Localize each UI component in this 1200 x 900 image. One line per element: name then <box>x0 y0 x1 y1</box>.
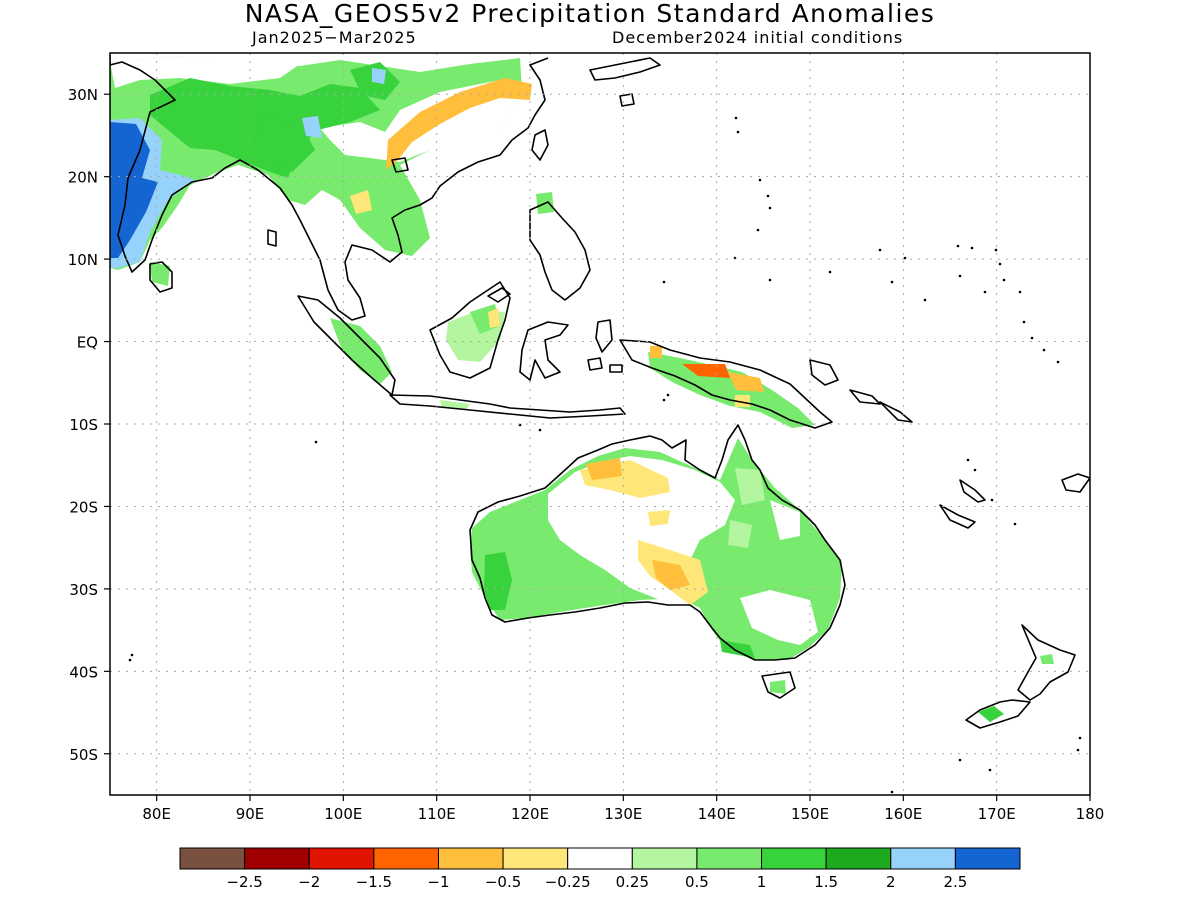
legend-label: −1.5 <box>356 873 392 891</box>
lon-tick-label: 150E <box>791 805 829 823</box>
lat-tick-label: EQ <box>77 334 98 352</box>
lon-tick-label: 120E <box>511 805 549 823</box>
shading-maritime <box>330 192 554 410</box>
legend-swatch <box>761 847 827 870</box>
coastlines <box>110 55 1090 729</box>
legend-swatch <box>825 847 892 870</box>
legend-label: 1.5 <box>814 873 838 891</box>
forecast-period: Jan2025−Mar2025 <box>252 28 417 47</box>
lon-tick-label: 180 <box>1076 805 1105 823</box>
legend-swatch <box>696 847 763 870</box>
legend-label: 0.5 <box>685 873 709 891</box>
map-axes: 30N 20N 10N EQ 10S 20S 30S 40S 50S 80E 90E 100E 110E… <box>68 86 1105 823</box>
map-content <box>110 55 1090 794</box>
map-title: NASA_GEOS5v2 Precipitation Standard Anom… <box>244 0 936 28</box>
shading-new-zealand <box>978 654 1054 722</box>
shading-new-guinea <box>648 346 815 428</box>
lon-tick-label: 110E <box>418 805 456 823</box>
legend-swatch <box>631 847 698 870</box>
lat-tick-label: 30N <box>68 86 98 104</box>
legend-swatch <box>437 847 504 870</box>
legend-swatch <box>308 847 375 870</box>
lat-tick-label: 10N <box>68 251 98 269</box>
legend-swatch <box>890 847 956 870</box>
lat-tick-label: 10S <box>69 416 98 434</box>
lat-tick-label: 20N <box>68 169 98 187</box>
legend-swatch <box>502 847 569 870</box>
legend-label: 0.25 <box>616 873 649 891</box>
shading-asia <box>110 56 532 286</box>
legend-label: 1 <box>757 873 767 891</box>
islands <box>128 116 1082 794</box>
lon-tick-label: 140E <box>698 805 736 823</box>
lat-tick-label: 40S <box>69 663 98 681</box>
legend-label: −0.25 <box>545 873 591 891</box>
legend-swatch <box>567 847 633 870</box>
legend-label: −2 <box>298 873 320 891</box>
lat-tick-label: 30S <box>69 581 98 599</box>
lon-tick-label: 90E <box>236 805 265 823</box>
lon-tick-label: 80E <box>142 805 171 823</box>
legend-swatch <box>179 847 246 870</box>
lon-tick-label: 100E <box>324 805 362 823</box>
legend-label: −2.5 <box>226 873 262 891</box>
legend-swatch <box>954 847 1021 870</box>
legend-label: −1 <box>427 873 449 891</box>
color-legend: −2.5 −2 −1.5 −1 −0.5 −0.25 0.25 0.5 1 1.5 2 2.5 <box>179 847 1021 891</box>
initial-conditions: December2024 initial conditions <box>612 28 904 47</box>
legend-label: 2 <box>886 873 896 891</box>
lat-tick-label: 20S <box>69 498 98 516</box>
lat-tick-label: 50S <box>69 746 98 764</box>
legend-swatch <box>373 847 439 870</box>
legend-label: −0.5 <box>485 873 521 891</box>
shading-australia <box>470 438 842 694</box>
lon-tick-label: 170E <box>978 805 1016 823</box>
graticule <box>110 53 1090 795</box>
lon-tick-label: 130E <box>604 805 642 823</box>
legend-label: 2.5 <box>943 873 967 891</box>
legend-swatch <box>244 847 310 870</box>
lon-tick-label: 160E <box>884 805 922 823</box>
